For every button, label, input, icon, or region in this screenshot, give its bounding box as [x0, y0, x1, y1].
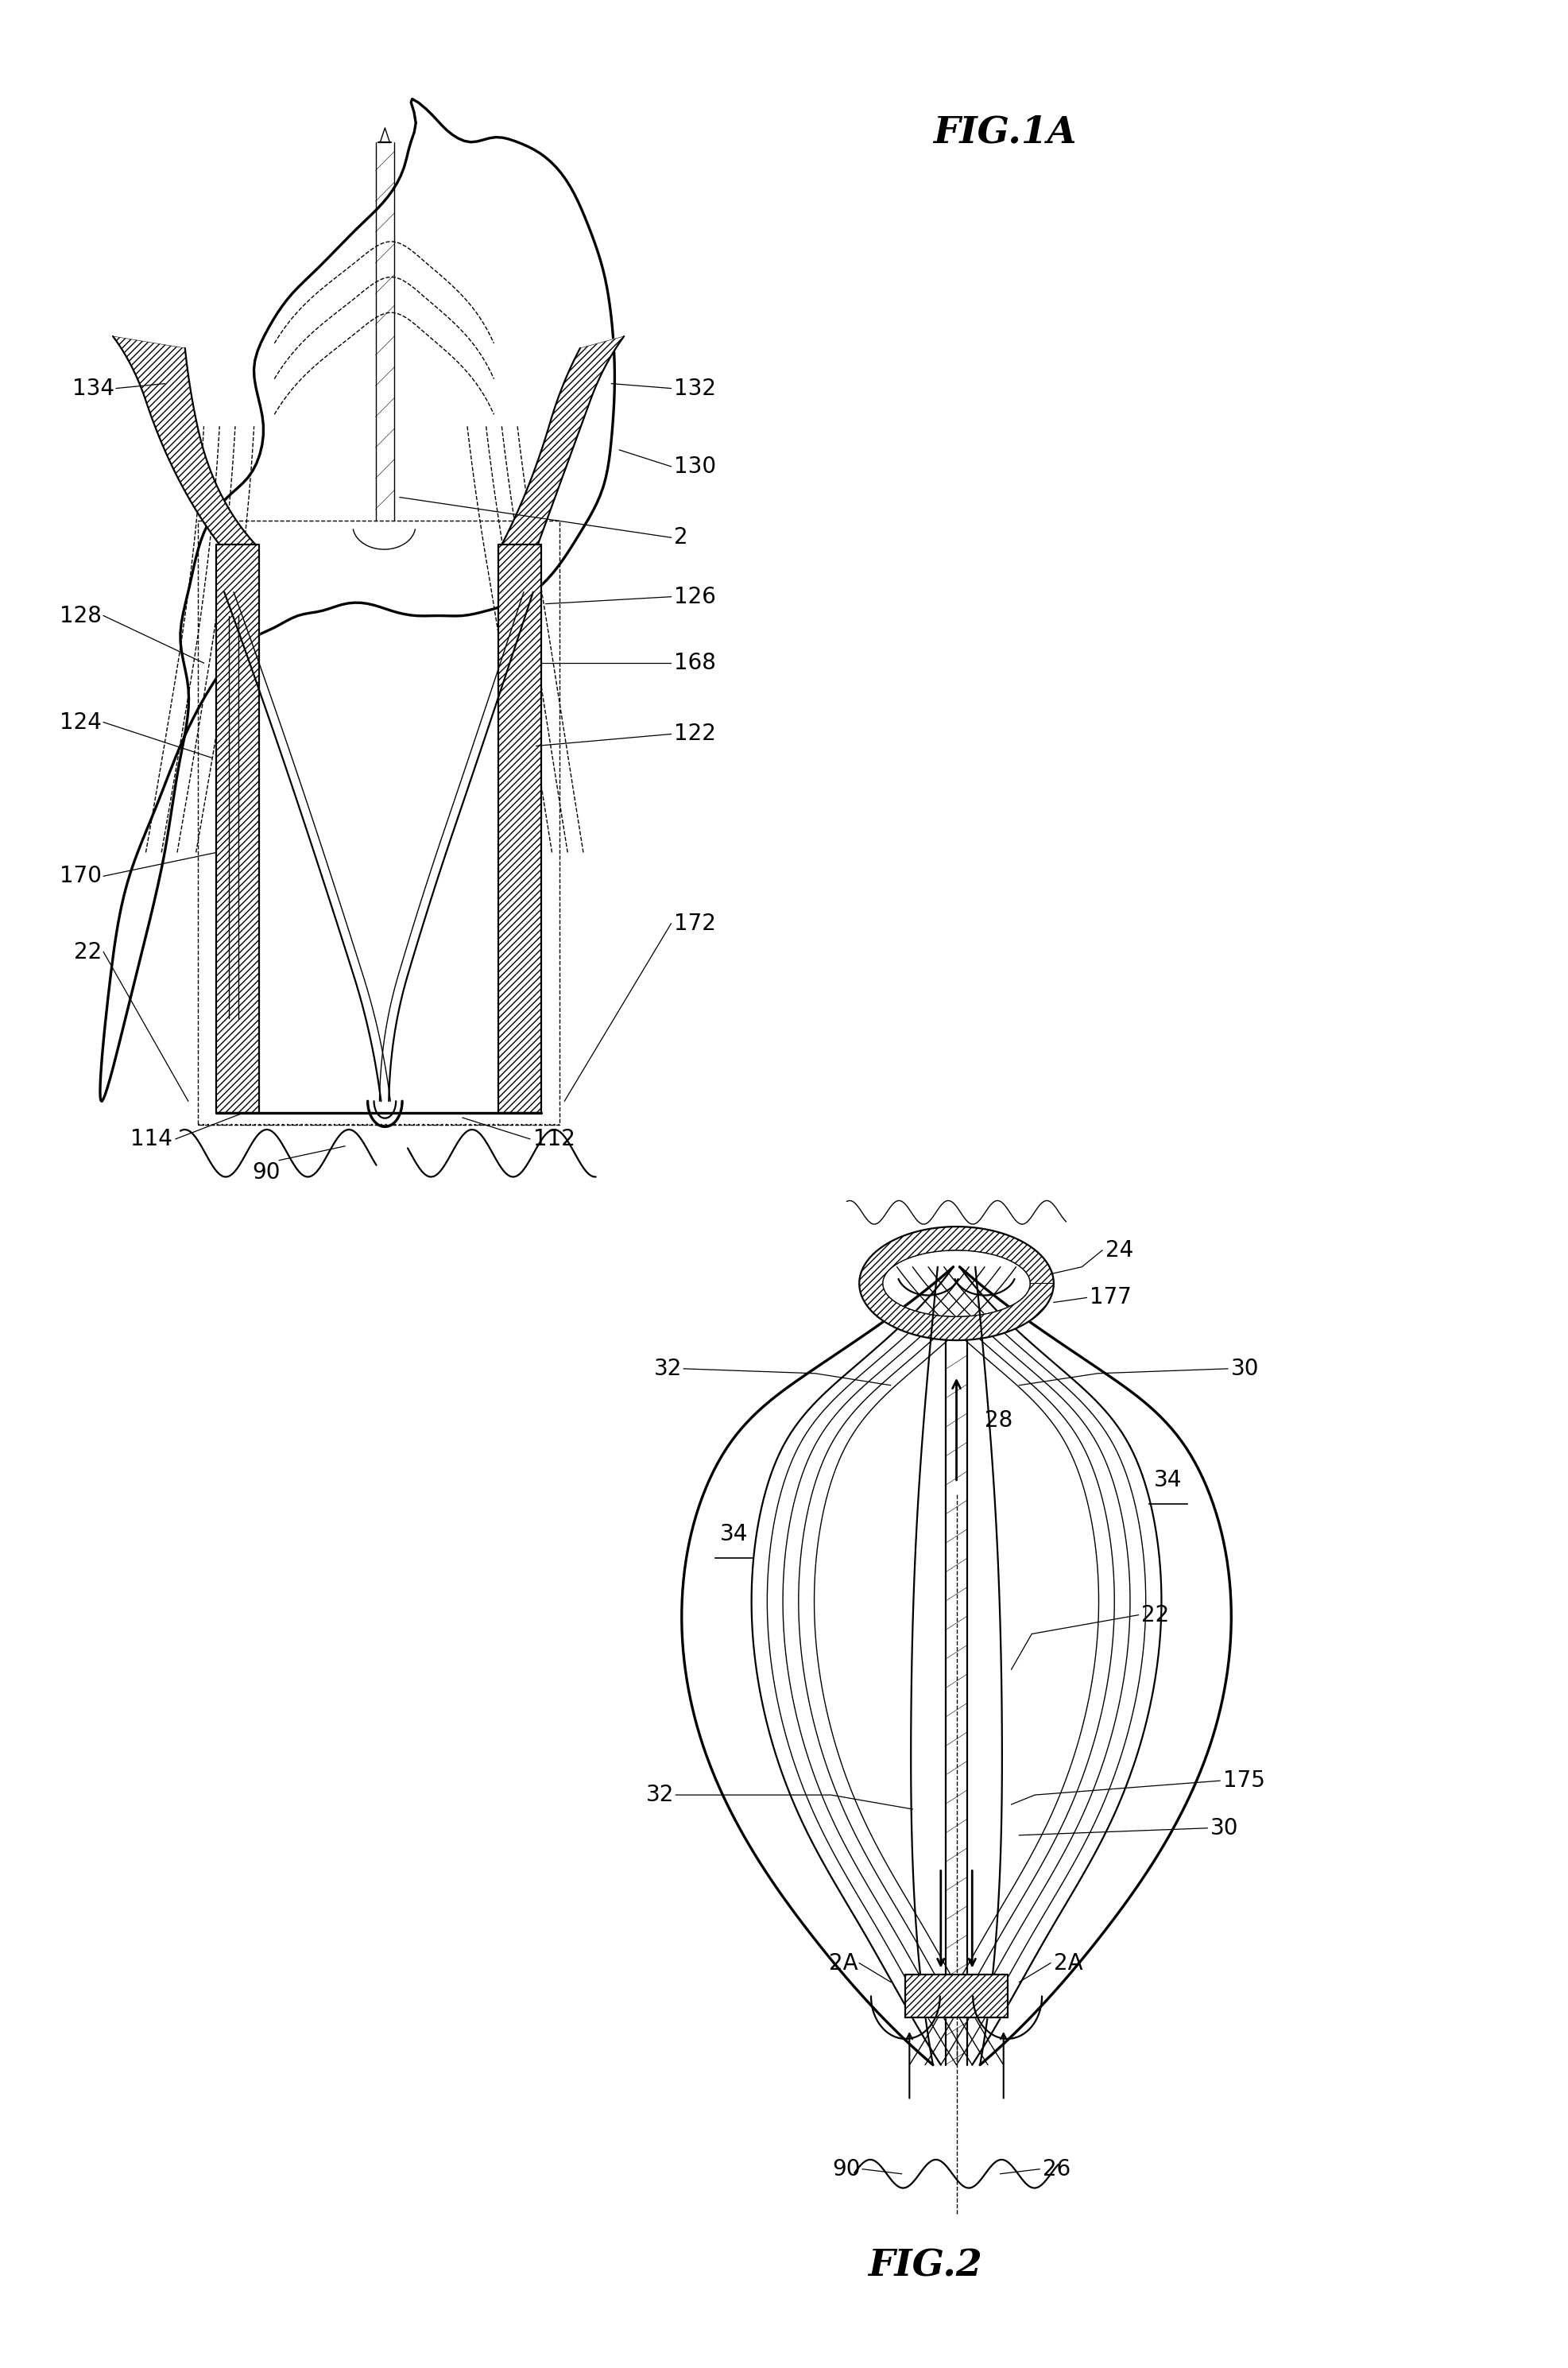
Text: 90: 90: [252, 1160, 281, 1184]
Text: 32: 32: [646, 1783, 674, 1807]
Text: 2A: 2A: [1054, 1951, 1083, 1975]
Polygon shape: [859, 1227, 1054, 1340]
Text: 132: 132: [674, 377, 717, 400]
Text: 30: 30: [1210, 1816, 1239, 1840]
Text: 168: 168: [674, 651, 717, 675]
Text: 126: 126: [674, 585, 717, 609]
Polygon shape: [502, 336, 624, 545]
Polygon shape: [906, 1975, 1007, 2018]
Text: 172: 172: [674, 912, 717, 935]
Text: 175: 175: [1223, 1769, 1265, 1793]
Text: 32: 32: [654, 1357, 682, 1381]
Text: 22: 22: [74, 940, 102, 964]
Text: 124: 124: [60, 710, 102, 734]
Polygon shape: [100, 99, 615, 1101]
Text: 122: 122: [674, 722, 717, 746]
Text: 134: 134: [72, 377, 114, 400]
Text: 90: 90: [833, 2157, 861, 2181]
Polygon shape: [113, 336, 256, 545]
Polygon shape: [499, 545, 541, 1113]
Text: 24: 24: [1105, 1238, 1134, 1262]
Text: 114: 114: [130, 1127, 172, 1151]
Text: 26: 26: [1043, 2157, 1071, 2181]
Text: FIG.1A: FIG.1A: [933, 114, 1076, 152]
Text: 177: 177: [1090, 1286, 1132, 1310]
Text: 30: 30: [1231, 1357, 1259, 1381]
Text: 170: 170: [60, 864, 102, 888]
Text: 112: 112: [533, 1127, 575, 1151]
Text: FIG.2: FIG.2: [869, 2247, 982, 2285]
Text: 2A: 2A: [828, 1951, 858, 1975]
Text: 22: 22: [1142, 1603, 1170, 1627]
Text: 128: 128: [60, 604, 102, 628]
Text: 130: 130: [674, 455, 717, 478]
Text: 34: 34: [1154, 1468, 1182, 1492]
Text: 28: 28: [985, 1409, 1013, 1433]
Polygon shape: [216, 545, 259, 1113]
Text: 2: 2: [674, 526, 688, 549]
Text: 34: 34: [720, 1523, 748, 1546]
